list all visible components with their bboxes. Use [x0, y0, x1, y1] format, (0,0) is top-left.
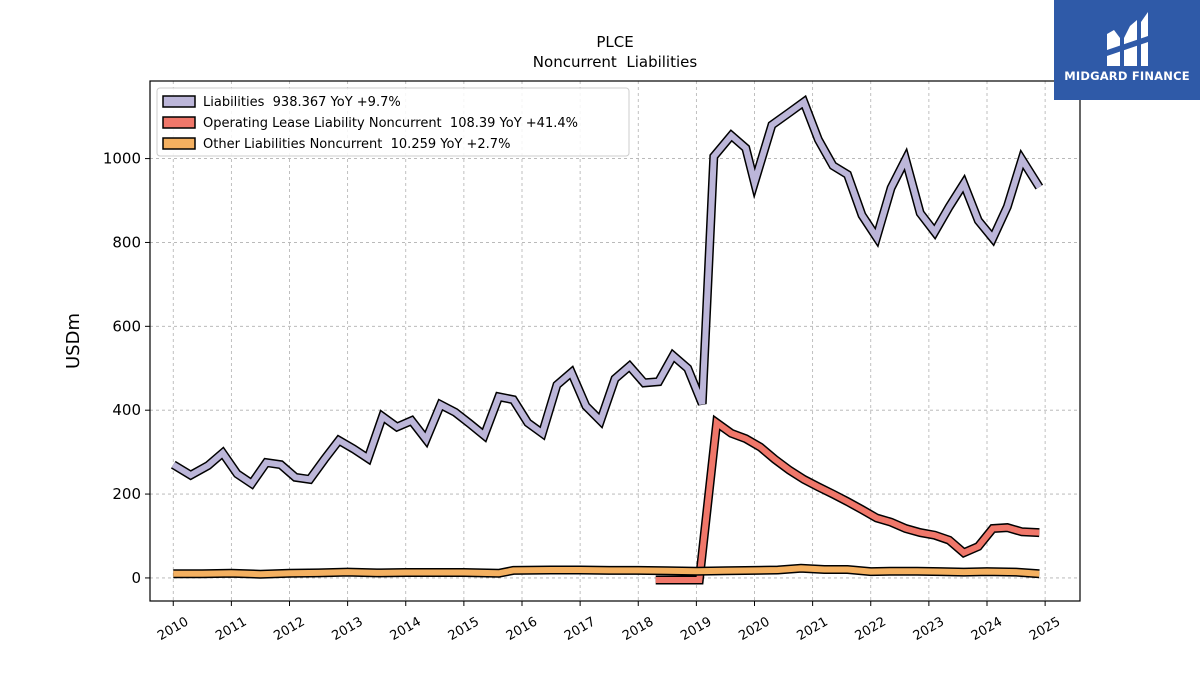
chart-title: PLCE	[596, 33, 633, 51]
x-tick-label: 2018	[620, 614, 656, 644]
plot-frame	[149, 80, 1081, 602]
x-tick-label: 2022	[853, 614, 889, 644]
y-tick-label: 1000	[103, 150, 141, 168]
x-tick-label: 2020	[736, 614, 772, 644]
chart-subtitle: Noncurrent Liabilities	[533, 53, 698, 71]
legend-label-1: Operating Lease Liability Noncurrent 108…	[203, 116, 578, 131]
midgard-finance-logo-icon	[1107, 12, 1148, 66]
brand-logo: MIDGARD FINANCE	[1054, 0, 1200, 100]
legend: Liabilities 938.367 YoY +9.7% Operating L…	[156, 87, 630, 157]
y-tick-label: 600	[112, 317, 141, 335]
series-line-1	[655, 417, 1040, 583]
y-tick-label: 200	[112, 485, 141, 503]
x-tick-label: 2015	[446, 614, 482, 644]
legend-swatch-2	[162, 137, 196, 150]
x-tick-label: 2010	[155, 614, 191, 644]
grid	[150, 81, 1080, 601]
legend-label-0: Liabilities 938.367 YoY +9.7%	[203, 95, 401, 110]
legend-label-2: Other Liabilities Noncurrent 10.259 YoY …	[203, 137, 510, 152]
series-line-0	[171, 97, 1042, 488]
y-tick-label: 0	[131, 569, 141, 587]
x-tick-label: 2013	[329, 614, 365, 644]
x-tick-label: 2011	[213, 614, 249, 644]
x-tick-label: 2024	[969, 614, 1005, 644]
brand-name: MIDGARD FINANCE	[1064, 69, 1190, 83]
x-tick-label: 2017	[562, 614, 598, 644]
x-tick-label: 2023	[911, 614, 947, 644]
series-outline-0	[170, 94, 1044, 490]
y-tick-label: 800	[112, 233, 141, 251]
legend-swatch-1	[162, 116, 196, 129]
x-tick-label: 2012	[271, 614, 307, 644]
legend-box	[156, 87, 630, 157]
y-tick-label: 400	[112, 401, 141, 419]
x-tick-label: 2025	[1027, 614, 1063, 644]
series-layer	[170, 94, 1044, 585]
x-tick-label: 2021	[794, 614, 830, 644]
x-tick-label: 2016	[504, 614, 540, 644]
legend-swatch-0	[162, 95, 196, 108]
y-axis-label: USDm	[63, 313, 84, 369]
x-tick-label: 2014	[388, 614, 424, 644]
series-line-2	[173, 565, 1040, 578]
x-tick-label: 2019	[678, 614, 714, 644]
